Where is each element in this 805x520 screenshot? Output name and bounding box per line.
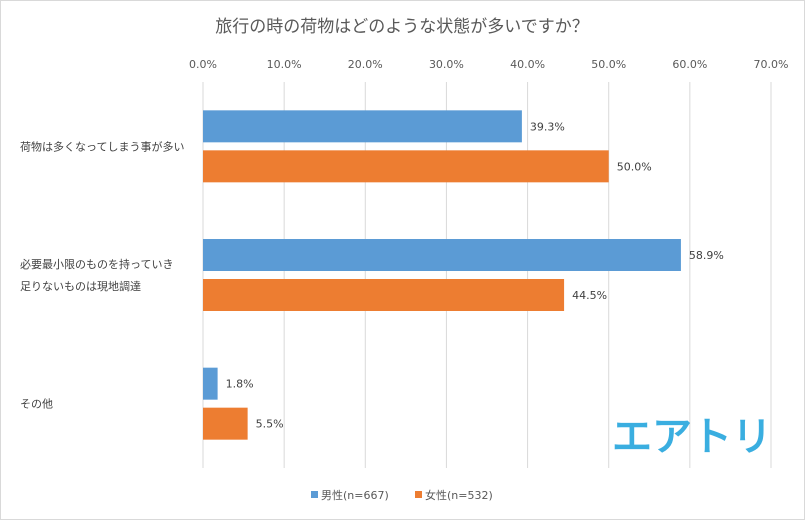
bar [203,407,248,440]
legend-swatch [311,491,318,498]
bar-value-label: 39.3% [530,120,565,133]
brand-logo: エアトリ [612,414,772,460]
bar [203,279,565,311]
legend: 男性(n=667) 女性(n=532) [311,488,493,502]
bar-value-label: 5.5% [256,418,284,431]
x-tick-label: 10.0% [267,58,302,71]
x-tick-label: 20.0% [348,58,383,71]
category-labels: 荷物は多くなってしまう事が多い必要最小限のものを持っていき足りないものは現地調達… [20,139,184,410]
legend-swatch [415,491,422,498]
bar [203,110,522,143]
category-label: 必要最小限のものを持っていき [20,257,173,271]
bar-value-label: 50.0% [617,160,652,173]
bar-value-label: 1.8% [226,378,254,391]
x-tick-label: 40.0% [510,58,545,71]
chart-title: 旅行の時の荷物はどのような状態が多いですか？ [215,17,589,37]
x-tick-label: 60.0% [672,58,707,71]
category-label: 荷物は多くなってしまう事が多い [20,139,184,153]
category-label: 足りないものは現地調達 [20,279,141,293]
bars [203,110,681,440]
bar-value-label: 44.5% [572,289,607,302]
x-tick-label: 0.0% [189,58,217,71]
bar [203,239,681,271]
legend-label: 女性(n=532) [425,488,493,502]
bar [203,367,218,400]
x-tick-label: 30.0% [429,58,464,71]
x-tick-label: 50.0% [591,58,626,71]
data-labels: 39.3% 50.0% 58.9% 44.5% 1.8% 5.5% [226,120,724,430]
x-axis-ticks: 0.0% 10.0% 20.0% 30.0% 40.0% 50.0% 60.0% 70.0% [189,58,788,71]
legend-label: 男性(n=667) [321,488,389,502]
x-tick-label: 70.0% [754,58,789,71]
gridlines [202,82,772,468]
bar-value-label: 58.9% [689,249,724,262]
bar [203,150,609,183]
category-label: その他 [20,398,53,411]
